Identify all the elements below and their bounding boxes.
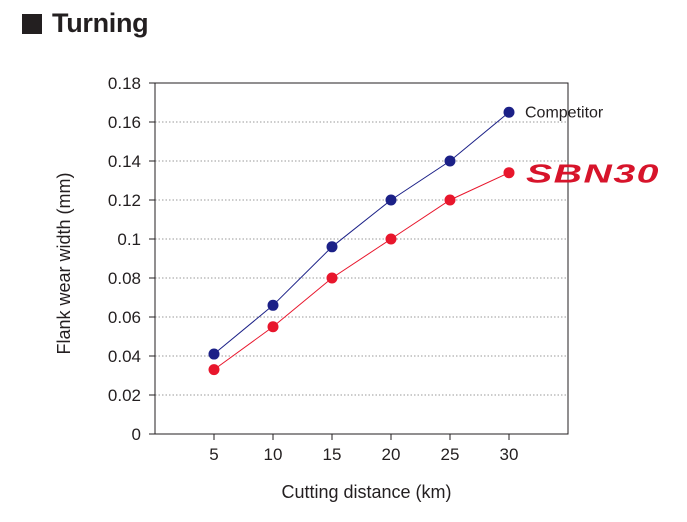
x-tick-label: 5 [209, 445, 218, 464]
y-tick-label: 0 [132, 425, 141, 444]
x-tick-label: 15 [323, 445, 342, 464]
series-layer [208, 106, 515, 376]
data-point-sbn30 [267, 321, 279, 333]
data-point-competitor [208, 348, 220, 360]
data-point-competitor [444, 155, 456, 167]
y-axis-ticks: 0 0.02 0.04 0.06 0.08 0.1 0.12 0.14 0.16 0.18 [108, 74, 155, 444]
data-point-competitor [267, 299, 279, 311]
y-tick-label: 0.1 [117, 230, 141, 249]
series-label-sbn30: SBN30 [526, 159, 660, 189]
data-point-sbn30 [326, 272, 338, 284]
data-point-sbn30 [503, 167, 515, 179]
y-tick-label: 0.18 [108, 74, 141, 93]
y-tick-label: 0.12 [108, 191, 141, 210]
grid-lines [155, 121, 568, 396]
data-point-sbn30 [208, 364, 220, 376]
x-tick-label: 20 [382, 445, 401, 464]
data-point-competitor [326, 241, 338, 253]
page-title: Turning [52, 8, 149, 38]
plot-area-frame [154, 82, 569, 435]
y-tick-label: 0.04 [108, 347, 141, 366]
data-point-competitor [503, 106, 515, 118]
x-axis-ticks: 5 10 15 20 25 30 [209, 434, 518, 464]
series-line-sbn30 [213, 172, 510, 371]
y-tick-label: 0.02 [108, 386, 141, 405]
chart-heading: Turning [22, 8, 149, 39]
data-point-sbn30 [385, 233, 397, 245]
series-labels: Competitor SBN30 [525, 104, 660, 189]
x-tick-label: 10 [264, 445, 283, 464]
series-line-competitor [213, 111, 510, 355]
data-point-sbn30 [444, 194, 456, 206]
series-label-competitor: Competitor [525, 104, 604, 121]
x-tick-label: 25 [441, 445, 460, 464]
y-tick-label: 0.16 [108, 113, 141, 132]
x-tick-label: 30 [500, 445, 519, 464]
y-tick-label: 0.14 [108, 152, 141, 171]
y-tick-label: 0.06 [108, 308, 141, 327]
square-bullet-icon [22, 13, 42, 34]
y-tick-label: 0.08 [108, 269, 141, 288]
y-axis-label: Flank wear width (mm) [54, 172, 74, 354]
x-axis-label: Cutting distance (km) [281, 482, 451, 502]
data-point-competitor [385, 194, 397, 206]
